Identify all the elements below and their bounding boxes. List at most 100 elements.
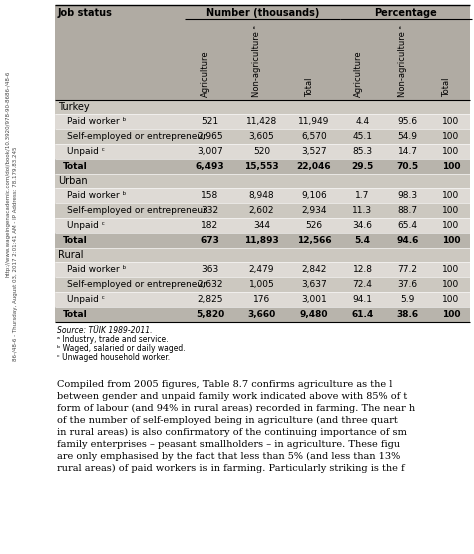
Text: Source: TÜIK 1989-2011.: Source: TÜIK 1989-2011. xyxy=(57,326,153,335)
Bar xyxy=(55,159,470,174)
Text: Job status: Job status xyxy=(58,8,113,18)
Text: Compiled from 2005 figures, Table 8.7 confirms agriculture as the l: Compiled from 2005 figures, Table 8.7 co… xyxy=(57,380,392,389)
Text: 2,632: 2,632 xyxy=(197,280,223,289)
Text: 70.5: 70.5 xyxy=(396,162,419,171)
Bar xyxy=(55,129,470,144)
Text: Non-agriculture ᵃ: Non-agriculture ᵃ xyxy=(399,25,408,97)
Text: 3,637: 3,637 xyxy=(301,280,327,289)
Text: 5.9: 5.9 xyxy=(401,295,415,304)
Text: 9,480: 9,480 xyxy=(300,310,328,319)
Text: 11,949: 11,949 xyxy=(298,117,330,126)
Text: 65.4: 65.4 xyxy=(398,221,418,230)
Text: 3,007: 3,007 xyxy=(197,147,223,156)
Text: 85.3: 85.3 xyxy=(353,147,373,156)
Text: 100: 100 xyxy=(442,206,460,215)
Text: between gender and unpaid family work indicated above with 85% of t: between gender and unpaid family work in… xyxy=(57,392,407,401)
Text: 54.9: 54.9 xyxy=(398,132,418,141)
Text: ᶜ Unwaged household worker.: ᶜ Unwaged household worker. xyxy=(57,353,170,362)
Text: 6,570: 6,570 xyxy=(301,132,327,141)
Text: 88.7: 88.7 xyxy=(397,206,418,215)
Text: Unpaid ᶜ: Unpaid ᶜ xyxy=(67,221,105,230)
Text: Self-employed or entrepreneur: Self-employed or entrepreneur xyxy=(67,206,207,215)
Text: ᵇ Waged, salaried or daily waged.: ᵇ Waged, salaried or daily waged. xyxy=(57,344,186,353)
Text: Self-employed or entrepreneur: Self-employed or entrepreneur xyxy=(67,132,207,141)
Text: Unpaid ᶜ: Unpaid ᶜ xyxy=(67,147,105,156)
Text: 11,428: 11,428 xyxy=(246,117,277,126)
Text: 1.7: 1.7 xyxy=(356,191,370,200)
Text: Total: Total xyxy=(63,236,88,245)
Text: 2,479: 2,479 xyxy=(249,265,274,274)
Text: Self-employed or entrepreneur: Self-employed or entrepreneur xyxy=(67,280,207,289)
Bar xyxy=(55,100,470,114)
Text: family enterprises – peasant smallholders – in agriculture. These figu: family enterprises – peasant smallholder… xyxy=(57,440,400,449)
Text: 3,527: 3,527 xyxy=(301,147,327,156)
Text: 2,842: 2,842 xyxy=(301,265,327,274)
Text: 2,602: 2,602 xyxy=(249,206,274,215)
Text: 100: 100 xyxy=(442,295,460,304)
Text: 38.6: 38.6 xyxy=(396,310,419,319)
Text: Non-agriculture ᵃ: Non-agriculture ᵃ xyxy=(253,25,262,97)
Text: Percentage: Percentage xyxy=(374,8,438,18)
Text: 2,825: 2,825 xyxy=(197,295,223,304)
Text: Agriculture: Agriculture xyxy=(201,50,210,97)
Bar xyxy=(55,114,470,129)
Text: 94.6: 94.6 xyxy=(396,236,419,245)
Text: 673: 673 xyxy=(201,236,219,245)
Text: 4.4: 4.4 xyxy=(356,117,370,126)
Bar xyxy=(55,144,470,159)
Text: 100: 100 xyxy=(442,310,460,319)
Text: 2,934: 2,934 xyxy=(301,206,327,215)
Bar xyxy=(55,218,470,233)
Text: 100: 100 xyxy=(442,132,460,141)
Bar xyxy=(55,5,470,100)
Text: 77.2: 77.2 xyxy=(398,265,418,274)
Text: 100: 100 xyxy=(442,191,460,200)
Text: Agriculture: Agriculture xyxy=(354,50,363,97)
Text: 5,820: 5,820 xyxy=(196,310,224,319)
Text: Total: Total xyxy=(63,310,88,319)
Text: 100: 100 xyxy=(442,221,460,230)
Text: 5.4: 5.4 xyxy=(355,236,371,245)
Text: 94.1: 94.1 xyxy=(353,295,373,304)
Text: 2,965: 2,965 xyxy=(197,132,223,141)
Text: 95.6: 95.6 xyxy=(397,117,418,126)
Text: 521: 521 xyxy=(201,117,219,126)
Text: ᵃ Industry, trade and service.: ᵃ Industry, trade and service. xyxy=(57,335,168,344)
Text: 100: 100 xyxy=(442,236,460,245)
Text: 22,046: 22,046 xyxy=(297,162,331,171)
Text: 61.4: 61.4 xyxy=(351,310,374,319)
Text: 14.7: 14.7 xyxy=(398,147,418,156)
Text: 6,493: 6,493 xyxy=(196,162,224,171)
Text: 12,566: 12,566 xyxy=(297,236,331,245)
Text: 98.3: 98.3 xyxy=(397,191,418,200)
Bar xyxy=(55,188,470,203)
Text: 526: 526 xyxy=(305,221,323,230)
Text: 182: 182 xyxy=(201,221,219,230)
Text: 29.5: 29.5 xyxy=(351,162,374,171)
Text: Rural: Rural xyxy=(58,250,83,260)
Text: 12.8: 12.8 xyxy=(353,265,373,274)
Text: 3,660: 3,660 xyxy=(247,310,275,319)
Text: 11.3: 11.3 xyxy=(353,206,373,215)
Text: 176: 176 xyxy=(253,295,270,304)
Text: http://www.wageingenacademic.com/doi/book/10.3920/978-90-8686-/48-6: http://www.wageingenacademic.com/doi/boo… xyxy=(6,71,10,277)
Text: 363: 363 xyxy=(201,265,219,274)
Text: Turkey: Turkey xyxy=(58,102,90,112)
Text: 8,948: 8,948 xyxy=(249,191,274,200)
Text: 15,553: 15,553 xyxy=(244,162,279,171)
Bar xyxy=(55,233,470,248)
Text: 34.6: 34.6 xyxy=(353,221,373,230)
Text: 86-/48-6 - Thursday, August 03, 2017 2:01:41 AM - IP Address: 78.179.83.245: 86-/48-6 - Thursday, August 03, 2017 2:0… xyxy=(13,147,18,361)
Text: 3,605: 3,605 xyxy=(249,132,274,141)
Text: 332: 332 xyxy=(201,206,219,215)
Text: 45.1: 45.1 xyxy=(353,132,373,141)
Text: Urban: Urban xyxy=(58,176,88,186)
Text: in rural areas) is also confirmatory of the continuing importance of sm: in rural areas) is also confirmatory of … xyxy=(57,428,407,437)
Bar xyxy=(55,277,470,292)
Bar xyxy=(55,307,470,322)
Bar xyxy=(55,292,470,307)
Text: form of labour (and 94% in rural areas) recorded in farming. The near h: form of labour (and 94% in rural areas) … xyxy=(57,404,415,413)
Text: Paid worker ᵇ: Paid worker ᵇ xyxy=(67,191,127,200)
Bar xyxy=(55,203,470,218)
Text: Unpaid ᶜ: Unpaid ᶜ xyxy=(67,295,105,304)
